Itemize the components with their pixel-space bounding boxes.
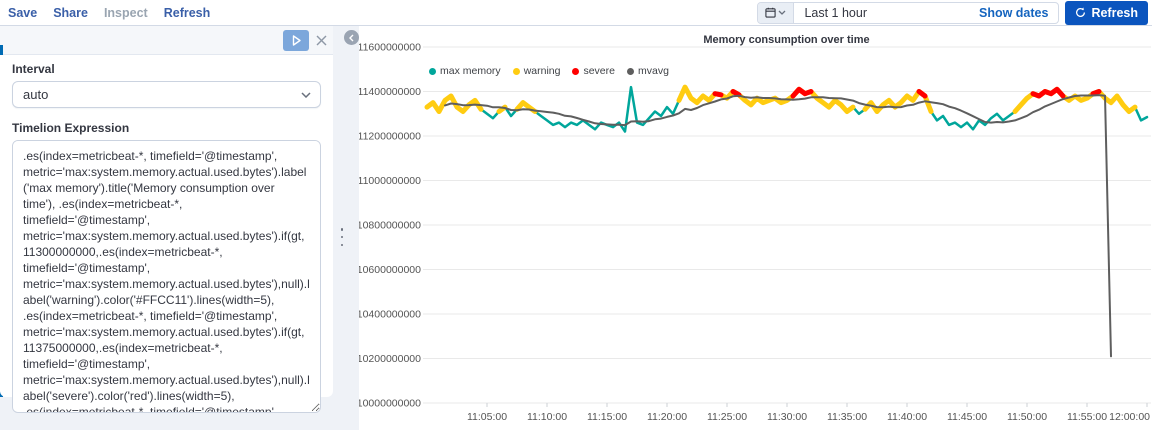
refresh-button-label: Refresh	[1091, 5, 1138, 20]
svg-text:12:00:00: 12:00:00	[1109, 411, 1150, 423]
legend-label: warning	[523, 65, 561, 77]
svg-text:11:35:00: 11:35:00	[827, 411, 867, 423]
chevron-down-icon	[778, 10, 786, 15]
timelion-editor-header	[0, 26, 333, 55]
calendar-icon	[765, 7, 777, 18]
svg-text:11:50:00: 11:50:00	[1007, 411, 1047, 423]
svg-text:11:15:00: 11:15:00	[587, 411, 627, 423]
legend-dot-mvavg	[626, 67, 634, 75]
timelion-chart-panel: 11600000000 11400000000 11200000000 1100000…	[359, 26, 1152, 430]
timelion-editor-form: Interval auto Timelion Expression .es(in…	[0, 55, 333, 413]
svg-text:10400000000: 10400000000	[359, 309, 421, 321]
collapse-panel-button[interactable]	[344, 30, 359, 45]
interval-select[interactable]: auto	[12, 81, 321, 108]
interval-select-value: auto	[23, 87, 49, 102]
legend-label: severe	[583, 65, 615, 77]
chevron-down-icon	[301, 92, 311, 98]
timelion-expression-input[interactable]: .es(index=metricbeat-*, timefield='@time…	[12, 140, 321, 413]
legend-item-severe[interactable]: severe	[572, 65, 615, 77]
svg-text:11400000000: 11400000000	[359, 86, 421, 98]
legend-label: max memory	[440, 65, 501, 77]
svg-text:10600000000: 10600000000	[359, 264, 421, 276]
interval-label: Interval	[12, 62, 55, 76]
svg-text:10000000000: 10000000000	[359, 398, 421, 410]
svg-text:11:30:00: 11:30:00	[767, 411, 807, 423]
svg-text:11:20:00: 11:20:00	[647, 411, 687, 423]
refresh-button[interactable]: Refresh	[1065, 0, 1148, 25]
expression-label: Timelion Expression	[12, 121, 130, 135]
legend-item-warning[interactable]: warning	[512, 65, 561, 77]
legend-dot-max-memory	[429, 67, 436, 75]
inspect-button: Inspect	[103, 5, 148, 20]
svg-text:11200000000: 11200000000	[359, 131, 421, 143]
chart-legend: max memory warning severe mvavg	[429, 65, 669, 77]
legend-dot-severe	[572, 67, 580, 75]
legend-item-mvavg[interactable]: mvavg	[626, 65, 669, 77]
refresh-link[interactable]: Refresh	[163, 5, 211, 20]
close-icon	[316, 35, 327, 46]
svg-text:11:45:00: 11:45:00	[947, 411, 987, 423]
svg-text:11:55:00: 11:55:00	[1067, 411, 1107, 423]
save-button[interactable]: Save	[8, 5, 38, 20]
top-toolbar: Save Share Inspect Refresh Last 1 hour S…	[0, 0, 1152, 26]
super-date-picker: Last 1 hour Show dates	[757, 1, 1060, 24]
legend-label: mvavg	[637, 65, 669, 77]
run-expression-button[interactable]	[283, 30, 309, 51]
chevron-left-circle-icon	[348, 34, 355, 42]
svg-text:11600000000: 11600000000	[359, 42, 421, 54]
svg-text:11000000000: 11000000000	[359, 175, 421, 187]
svg-text:11:10:00: 11:10:00	[527, 411, 567, 423]
time-range-value[interactable]: Last 1 hour	[804, 5, 867, 20]
close-editor-button[interactable]	[314, 33, 328, 47]
legend-item-max-memory[interactable]: max memory	[429, 65, 501, 77]
chart-title: Memory consumption over time	[703, 34, 870, 46]
share-button[interactable]: Share	[53, 5, 88, 20]
show-dates-button[interactable]: Show dates	[978, 5, 1049, 20]
svg-text:10800000000: 10800000000	[359, 220, 421, 232]
refresh-icon	[1075, 7, 1086, 18]
svg-text:10200000000: 10200000000	[359, 353, 421, 365]
date-picker-quick-menu-button[interactable]	[758, 2, 795, 23]
memory-chart[interactable]: 11600000000 11400000000 11200000000 1100000…	[359, 26, 1152, 430]
svg-text:11:25:00: 11:25:00	[707, 411, 747, 423]
drag-handle-icon[interactable]	[340, 228, 344, 246]
svg-text:11:40:00: 11:40:00	[887, 411, 927, 423]
legend-dot-warning	[512, 67, 520, 75]
play-icon	[292, 35, 301, 46]
svg-text:11:05:00: 11:05:00	[467, 411, 507, 423]
